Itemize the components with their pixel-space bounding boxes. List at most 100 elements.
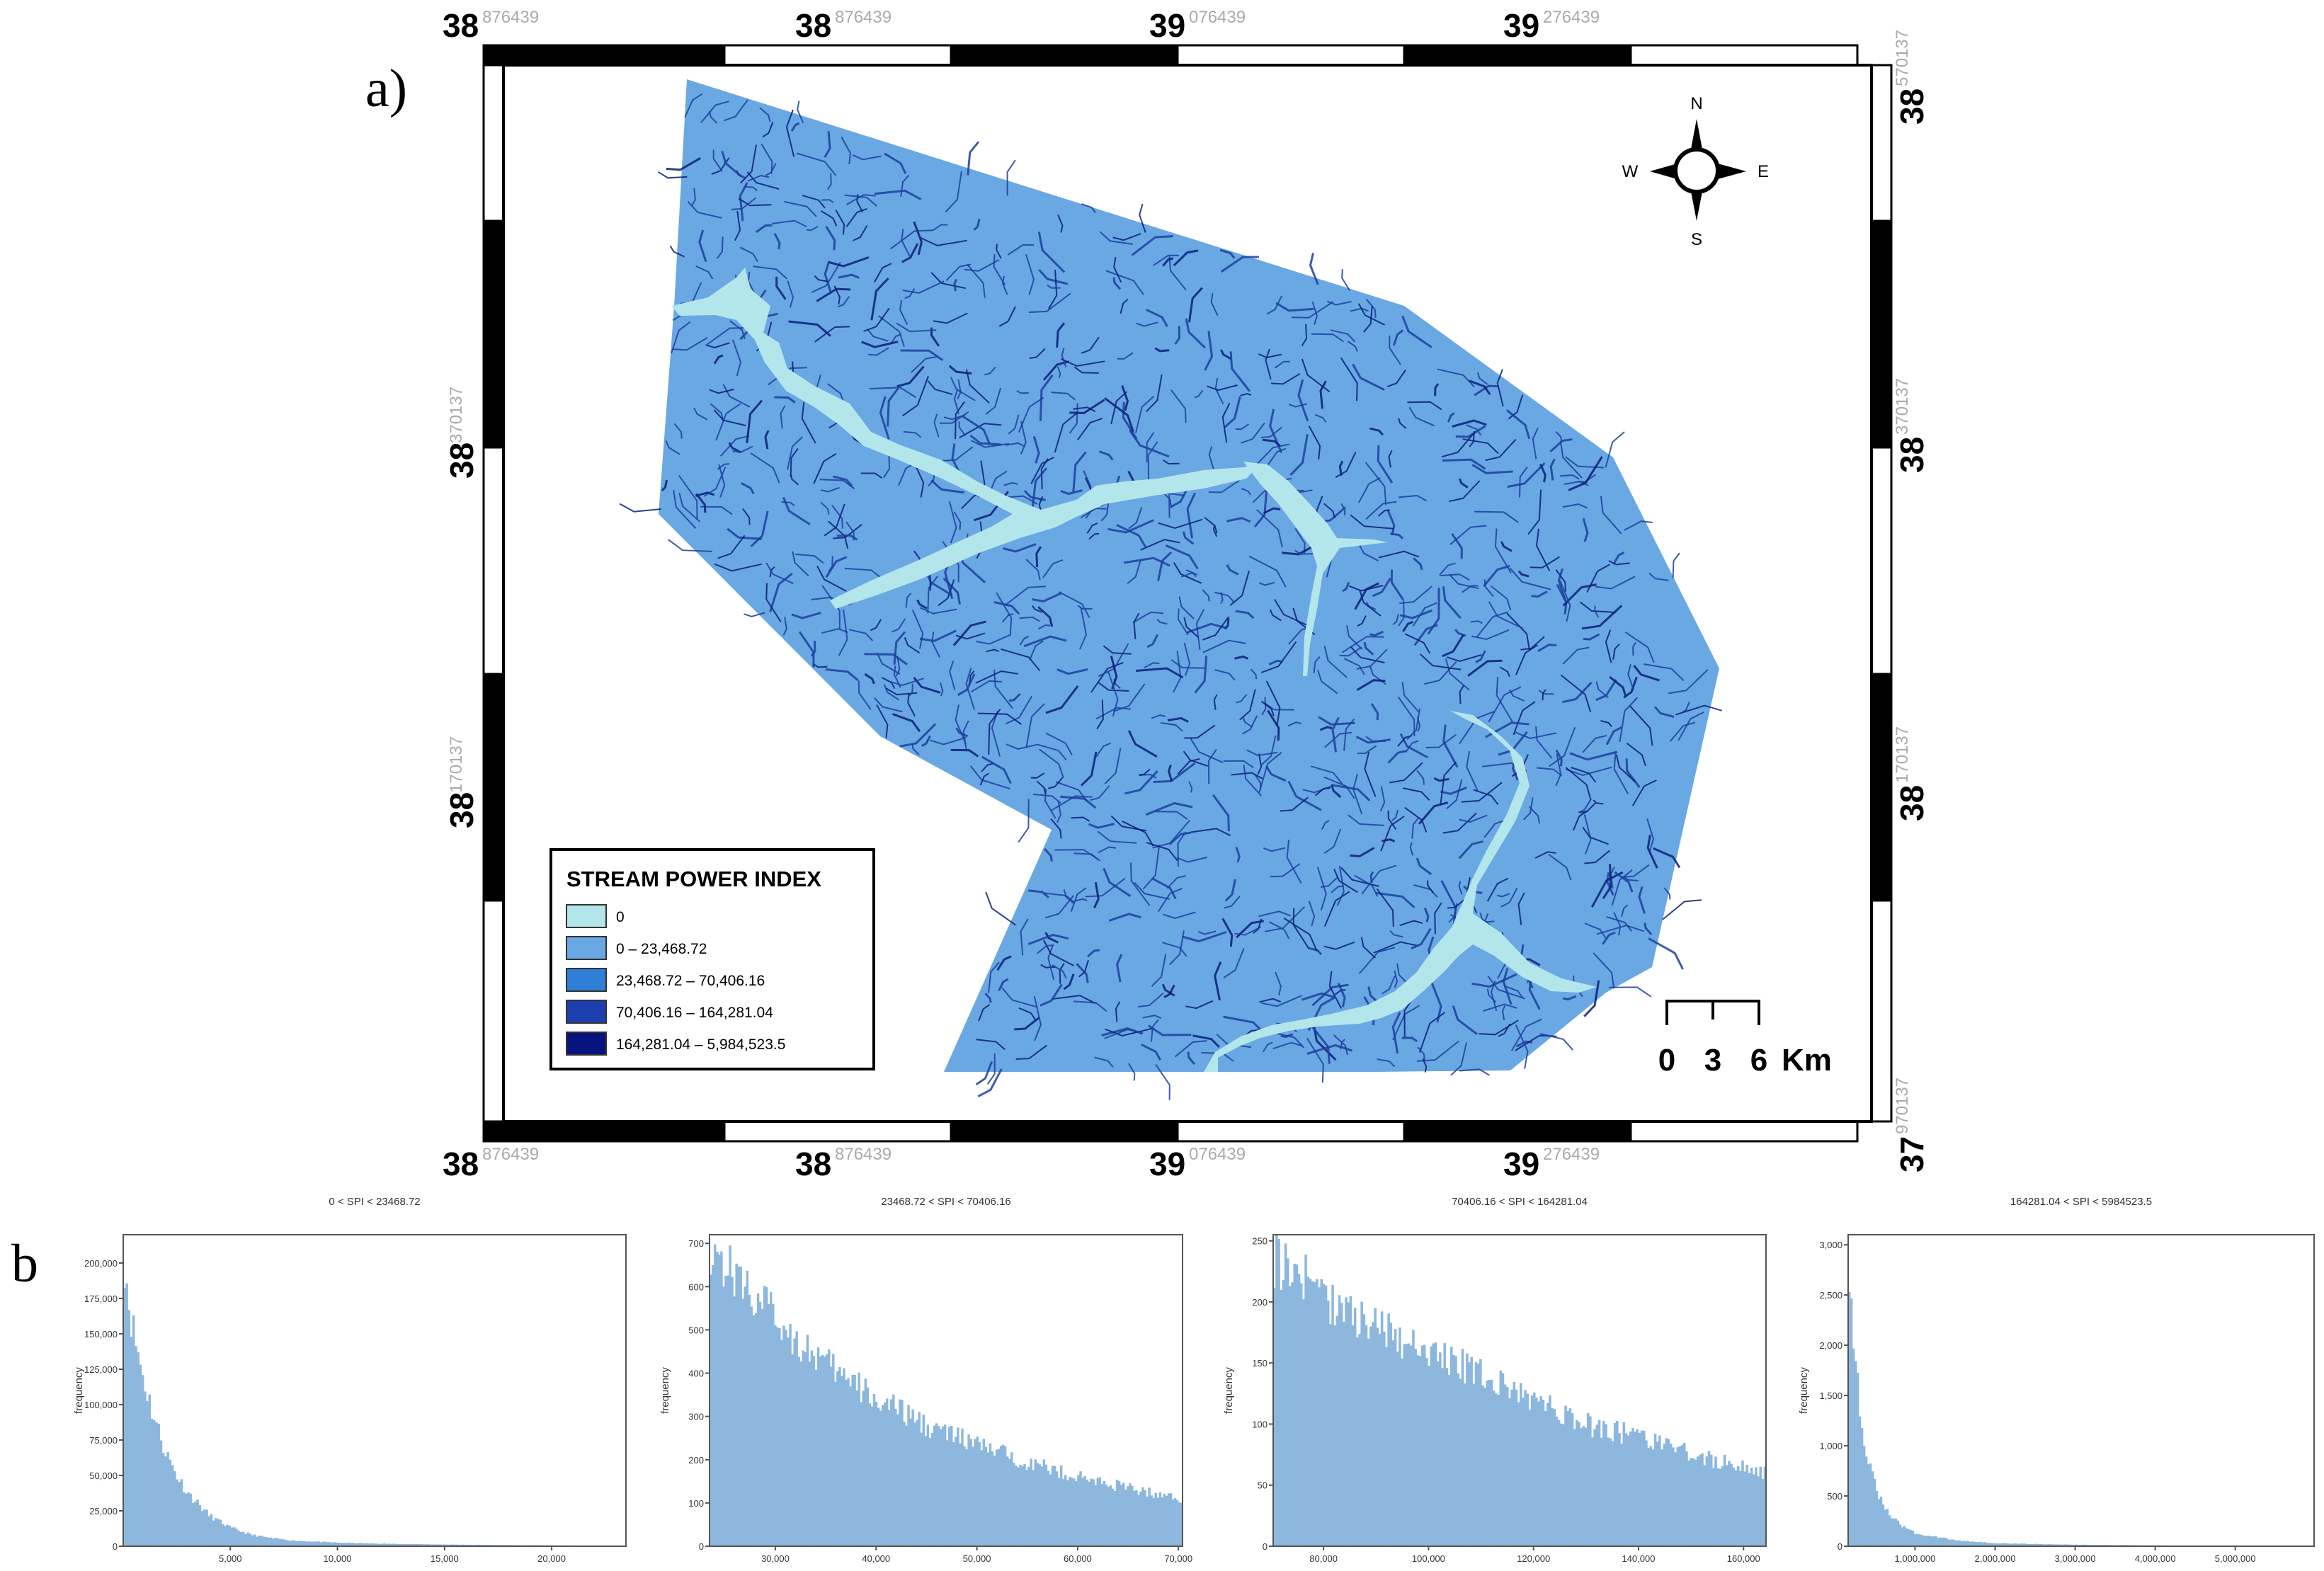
stream-segment bbox=[1265, 906, 1306, 932]
histogram-bar bbox=[1605, 1424, 1607, 1546]
stream-segment bbox=[1517, 570, 1530, 578]
reservoir-west bbox=[671, 268, 1260, 609]
stream-segment bbox=[1373, 941, 1418, 954]
reservoir-east bbox=[1204, 711, 1597, 1072]
histogram-bar bbox=[1291, 1282, 1294, 1546]
histogram-bar bbox=[913, 1422, 916, 1546]
histogram-bar bbox=[905, 1425, 908, 1546]
stream-segment bbox=[1519, 466, 1528, 498]
histogram-bar bbox=[1665, 1438, 1668, 1546]
histogram-bar bbox=[1937, 1537, 1940, 1546]
stream-segment bbox=[1333, 1034, 1348, 1056]
histogram-bar bbox=[948, 1427, 951, 1546]
stream-segment bbox=[1530, 556, 1560, 569]
stream-segment bbox=[1522, 797, 1534, 821]
histogram-bar bbox=[1884, 1509, 1887, 1546]
stream-segment bbox=[1488, 686, 1522, 723]
stream-segment bbox=[1241, 422, 1265, 444]
stream-segment bbox=[1387, 810, 1397, 830]
histogram-bar bbox=[1073, 1478, 1076, 1546]
stream-segment bbox=[1452, 1005, 1478, 1035]
stream-segment bbox=[845, 207, 868, 227]
stream-segment bbox=[1467, 659, 1503, 677]
stream-segment bbox=[1261, 735, 1277, 765]
stream-segment bbox=[1376, 888, 1394, 927]
stream-segment bbox=[673, 423, 683, 439]
histogram-bar bbox=[733, 1296, 736, 1546]
histogram-bar bbox=[1441, 1368, 1444, 1546]
histogram-bar bbox=[1618, 1433, 1621, 1546]
histogram-bar bbox=[930, 1433, 934, 1546]
histogram-bar bbox=[1875, 1490, 1879, 1546]
histogram-bar bbox=[909, 1418, 912, 1546]
histogram-bar bbox=[1994, 1543, 1997, 1546]
stream-segment bbox=[1099, 231, 1134, 245]
stream-segment bbox=[1471, 464, 1513, 474]
stream-segment bbox=[1474, 510, 1519, 523]
histogram-xtick-label: 30,000 bbox=[761, 1553, 790, 1564]
histogram-bar bbox=[1761, 1479, 1765, 1546]
stream-segment bbox=[831, 504, 843, 529]
stream-segment bbox=[1397, 696, 1416, 736]
stream-segment bbox=[713, 409, 746, 427]
stream-segment bbox=[1382, 976, 1396, 995]
stream-segment bbox=[1309, 253, 1319, 285]
histogram-bar bbox=[1699, 1454, 1702, 1546]
stream-segment bbox=[1582, 826, 1610, 845]
stream-segment bbox=[1387, 370, 1406, 388]
histogram-bar bbox=[1705, 1456, 1709, 1546]
histogram-bar bbox=[1117, 1481, 1121, 1546]
stream-segment bbox=[1479, 1019, 1519, 1036]
right-tick-major: 38 bbox=[1893, 785, 1930, 821]
histogram-bar bbox=[1573, 1429, 1576, 1546]
stream-segment bbox=[1170, 658, 1205, 669]
stream-segment bbox=[1369, 630, 1384, 636]
stream-segment bbox=[731, 339, 742, 377]
stream-segment bbox=[1177, 758, 1200, 775]
histogram-bar bbox=[1653, 1434, 1657, 1546]
histogram-bar bbox=[312, 1541, 316, 1546]
histogram-bar bbox=[739, 1267, 742, 1546]
stream-segment bbox=[1531, 590, 1548, 598]
histogram-bar bbox=[1873, 1478, 1876, 1546]
histogram-bar bbox=[1983, 1542, 1986, 1546]
histogram-bar bbox=[2007, 1543, 2010, 1546]
stream-segment bbox=[1363, 641, 1374, 656]
histogram-chart: 70406.16 < SPI < 164281.04frequency05010… bbox=[1223, 1196, 1767, 1564]
stream-segment bbox=[1354, 874, 1379, 897]
stream-segment bbox=[1584, 922, 1607, 939]
stream-segment bbox=[1146, 842, 1178, 862]
stream-segment bbox=[1442, 812, 1477, 834]
stream-segment bbox=[1646, 818, 1655, 852]
histogram-bar bbox=[853, 1374, 856, 1546]
histogram-bar bbox=[144, 1391, 147, 1546]
stream-segment bbox=[1595, 679, 1617, 702]
histogram-bar bbox=[765, 1287, 768, 1546]
stream-segment bbox=[1622, 864, 1650, 878]
stream-segment bbox=[780, 405, 786, 429]
stream-segment bbox=[900, 174, 910, 198]
histogram-ytick-label: 175,000 bbox=[84, 1293, 118, 1304]
histogram-bar bbox=[1962, 1541, 1965, 1546]
stream-segment bbox=[756, 224, 773, 234]
histogram-bar bbox=[1416, 1355, 1420, 1546]
histogram-bar bbox=[338, 1543, 341, 1546]
stream-segment bbox=[1197, 930, 1217, 935]
stream-segment bbox=[1608, 560, 1630, 566]
stream-segment bbox=[1182, 531, 1195, 545]
histogram-bar bbox=[744, 1286, 747, 1546]
histogram-ytick-label: 200,000 bbox=[84, 1258, 118, 1269]
stream-segment bbox=[1185, 1000, 1214, 1010]
right-tick-minor: 170137 bbox=[1893, 726, 1912, 783]
stream-segment bbox=[1275, 971, 1282, 996]
histogram-bar bbox=[1396, 1352, 1399, 1546]
stream-segment bbox=[1297, 379, 1309, 422]
stream-segment bbox=[1080, 751, 1098, 787]
stream-segment bbox=[984, 366, 996, 376]
stream-segment bbox=[1173, 249, 1199, 267]
stream-segment bbox=[1559, 580, 1571, 622]
stream-segment bbox=[1031, 467, 1048, 509]
stream-segment bbox=[993, 253, 1006, 286]
stream-segment bbox=[819, 479, 855, 490]
stream-segment bbox=[1663, 887, 1671, 900]
